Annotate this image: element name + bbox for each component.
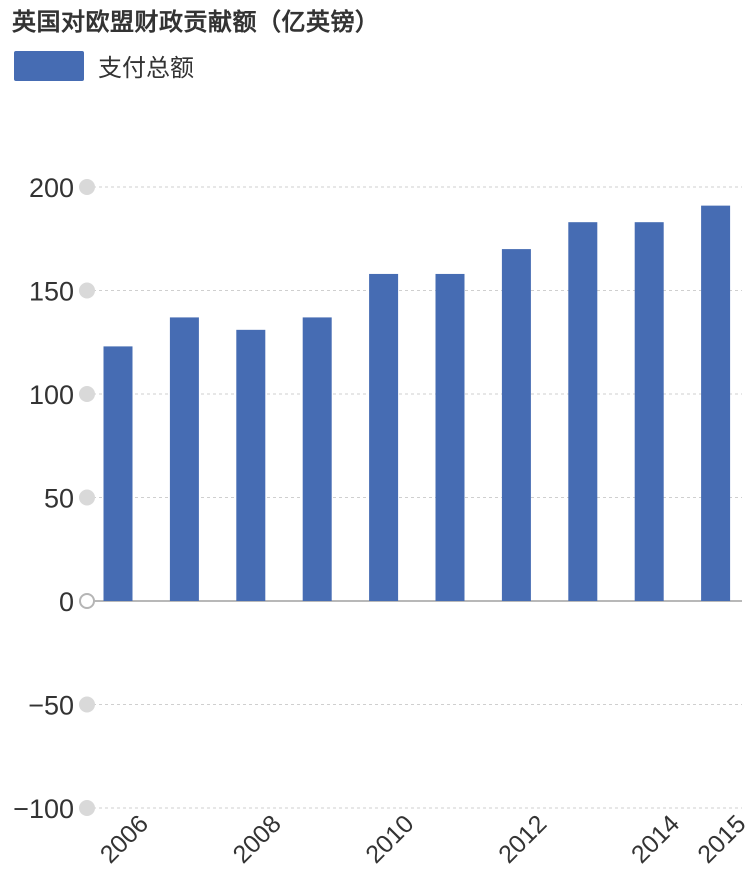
ytick-dot [79, 386, 95, 402]
x-tick-label: 2008 [228, 810, 287, 869]
y-tick-label: 0 [59, 587, 74, 617]
bar [501, 249, 531, 601]
x-tick-label: 2006 [95, 810, 154, 869]
y-tick-label: −50 [28, 691, 74, 721]
x-tick-label: 2015 [692, 810, 745, 869]
bar [568, 222, 598, 601]
bar [169, 317, 199, 601]
ytick-dot [79, 800, 95, 816]
x-tick-label: 2014 [626, 810, 685, 869]
y-tick-label: −100 [13, 794, 74, 824]
y-tick-label: 200 [29, 173, 74, 203]
chart-title: 英国对欧盟财政贡献额（亿英镑） [12, 8, 380, 36]
legend[interactable]: 支付总额 [14, 48, 194, 83]
bar [302, 317, 332, 601]
bar [701, 205, 731, 601]
origin-marker [79, 593, 95, 609]
y-tick-label: 150 [29, 277, 74, 307]
ytick-dot [79, 696, 95, 713]
ytick-dot [79, 179, 95, 195]
bar [236, 329, 266, 601]
bar [634, 222, 664, 601]
bar [103, 346, 133, 601]
x-tick-label: 2012 [493, 810, 552, 869]
ytick-dot [79, 282, 95, 299]
bar [369, 273, 399, 601]
x-tick-label: 2010 [360, 810, 419, 869]
bar [435, 273, 465, 601]
y-tick-label: 100 [29, 380, 74, 410]
y-tick-label: 50 [44, 484, 74, 514]
legend-swatch [14, 50, 84, 81]
legend-label: 支付总额 [98, 54, 194, 82]
ytick-dot [79, 489, 95, 506]
